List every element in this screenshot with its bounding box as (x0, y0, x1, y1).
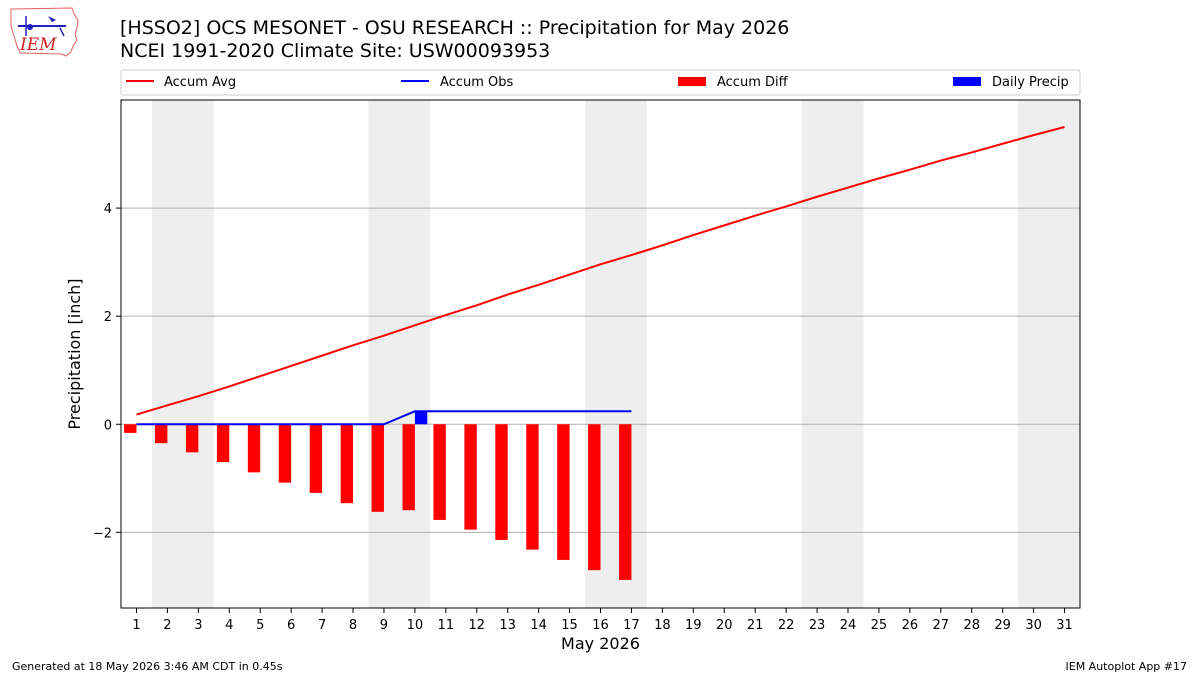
x-tick-label: 28 (963, 618, 980, 633)
legend-swatch-daily-precip (953, 77, 981, 86)
x-tick-label: 7 (318, 618, 326, 633)
x-tick-label: 12 (468, 618, 485, 633)
x-tick-label: 24 (840, 618, 857, 633)
chart-title: [HSSO2] OCS MESONET - OSU RESEARCH :: Pr… (120, 17, 790, 39)
y-tick-label: 4 (104, 202, 112, 217)
y-tick-label: −2 (93, 526, 112, 541)
x-tick-label: 6 (287, 618, 295, 633)
accum-diff-bar-5 (247, 424, 261, 473)
legend: Accum Avg Accum Obs Accum Diff Daily Pre… (120, 69, 1081, 96)
accum-diff-bar-9 (371, 424, 384, 512)
x-tick-label: 14 (530, 618, 547, 633)
x-tick-label: 17 (623, 618, 640, 633)
bars (124, 411, 632, 580)
legend-label-accum-diff: Accum Diff (717, 75, 789, 90)
x-tick-label: 13 (499, 618, 516, 633)
accum-obs-line (136, 410, 632, 426)
x-tick-label: 31 (1056, 618, 1073, 633)
x-tick-label: 5 (256, 618, 264, 633)
x-tick-label: 19 (685, 618, 702, 633)
weekend-band-5 (1018, 100, 1080, 608)
x-tick-label: 20 (716, 618, 733, 633)
generated-footer: Generated at 18 May 2026 3:46 AM CDT in … (12, 660, 283, 673)
accum-diff-bar-3 (185, 424, 199, 453)
y-tick-label: 2 (104, 310, 112, 325)
accum-avg-line (136, 126, 1065, 416)
x-tick-label: 10 (407, 618, 424, 633)
accum-diff-bar-11 (433, 424, 446, 520)
accum-diff-bar-14 (526, 424, 539, 550)
accum-diff-bar-15 (557, 424, 570, 560)
x-tick-label: 25 (871, 618, 888, 633)
x-tick-label: 16 (592, 618, 609, 633)
x-tick-label: 4 (225, 618, 233, 633)
x-tick-label: 11 (438, 618, 455, 633)
x-tick-label: 18 (654, 618, 671, 633)
x-tick-label: 22 (778, 618, 795, 633)
x-tick-label: 30 (1025, 618, 1042, 633)
weekend-shading (151, 100, 1080, 608)
legend-label-accum-avg: Accum Avg (164, 75, 236, 90)
weekend-band-4 (801, 100, 864, 608)
weekend-band-1 (151, 100, 214, 608)
x-tick-label: 3 (194, 618, 202, 633)
accum-diff-bar-1 (124, 424, 137, 433)
x-axis-title: May 2026 (561, 634, 640, 653)
x-tick-label: 1 (132, 618, 140, 633)
accum-diff-bar-4 (216, 424, 230, 463)
accum-diff-bar-12 (464, 424, 477, 530)
iem-logo: IEM (10, 7, 79, 57)
app-footer: IEM Autoplot App #17 (1065, 660, 1188, 673)
accum-diff-bar-6 (278, 424, 292, 483)
weekend-band-2 (368, 100, 431, 608)
y-tick-label: 0 (104, 418, 112, 433)
x-tick-label: 15 (561, 618, 578, 633)
x-tick-label: 21 (747, 618, 764, 633)
x-tick-label: 29 (994, 618, 1011, 633)
legend-label-accum-obs: Accum Obs (440, 75, 513, 90)
x-tick-label: 26 (902, 618, 919, 633)
x-tick-label: 23 (809, 618, 826, 633)
x-tick-label: 2 (163, 618, 171, 633)
x-tick-label: 8 (349, 618, 357, 633)
accum-diff-bar-2 (155, 424, 168, 444)
accum-diff-bar-7 (309, 424, 323, 493)
accum-diff-bar-13 (495, 424, 508, 540)
accum-diff-bar-8 (340, 424, 354, 504)
legend-label-daily-precip: Daily Precip (992, 75, 1069, 90)
y-axis-title: Precipitation [inch] (65, 278, 84, 429)
accum-diff-bar-10 (402, 424, 415, 511)
legend-box (120, 69, 1081, 96)
x-ticks: 1 2 3 4 5 6 7 8 9 10 11 12 13 14 15 16 17 18 19 20 21 22 23 24 2… (132, 608, 1073, 633)
logo-text: IEM (19, 35, 57, 55)
legend-swatch-accum-diff (678, 77, 706, 86)
chart-subtitle: NCEI 1991-2020 Climate Site: USW00093953 (120, 40, 551, 62)
lines (136, 126, 1065, 426)
accum-diff-bar-16 (588, 424, 601, 571)
y-ticks: −2 0 2 4 (93, 202, 121, 541)
x-tick-label: 27 (933, 618, 950, 633)
daily-precip-bar-10 (414, 411, 428, 425)
x-tick-label: 9 (380, 618, 388, 633)
accum-diff-bar-17 (619, 424, 632, 580)
